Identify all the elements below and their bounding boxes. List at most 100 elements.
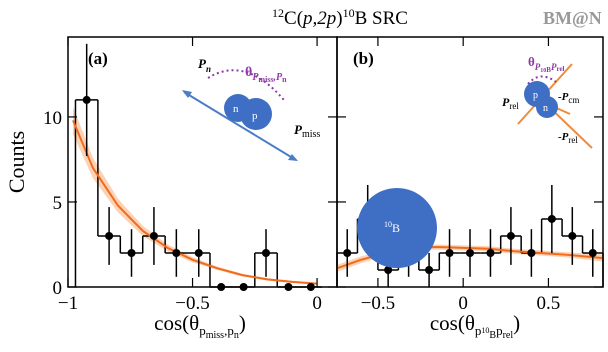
nucleon-label: p — [252, 110, 258, 122]
label-part: P — [551, 62, 557, 72]
label-part: ,P — [273, 72, 284, 83]
x-tick-label: 0 — [312, 293, 322, 314]
x-tick-label: 0.5 — [537, 293, 561, 314]
data-point — [82, 95, 91, 104]
nucleon — [536, 96, 558, 118]
data-point — [262, 248, 271, 257]
arrow-head — [182, 90, 192, 98]
label-part: 10 — [481, 326, 489, 335]
label-part: n — [282, 75, 287, 84]
x-tick-label: −1 — [58, 293, 78, 314]
data-point — [384, 265, 393, 274]
plot-frame — [336, 36, 604, 288]
panel-label: (a) — [88, 49, 108, 68]
nucleus — [357, 188, 437, 268]
data-point — [172, 248, 181, 257]
inset-label: θP10BPrel — [528, 54, 565, 74]
plot-layer: −1 −0.5 0 0 5 10 −0.5 0 0.5 — [43, 36, 604, 314]
label-part: p — [199, 323, 206, 338]
inset-label: -Prel — [558, 131, 578, 145]
label-part: P — [502, 95, 510, 109]
data-point — [588, 248, 597, 257]
y-tick-label: 10 — [43, 108, 62, 129]
title-part: C( — [284, 8, 303, 29]
nucleon — [240, 98, 272, 130]
data-point — [127, 248, 136, 257]
label-part: P — [535, 62, 541, 72]
inset-label: Pmiss — [294, 122, 320, 140]
label-part: θ — [528, 54, 535, 69]
label-part: cm — [568, 95, 579, 105]
title: 12C(p,2p)10B SRC — [272, 6, 408, 29]
nucleus-label: 10B — [384, 220, 400, 235]
data-point — [527, 248, 536, 257]
watermark: BM@N — [543, 8, 602, 28]
label-part: θ — [245, 65, 252, 80]
data-point — [466, 248, 474, 257]
data-point — [149, 231, 158, 240]
label-part: B — [489, 330, 496, 341]
y-tick-label: 5 — [53, 193, 63, 214]
nucleon-label: n — [233, 103, 239, 115]
label-part: -P — [558, 91, 569, 103]
label-part: miss — [258, 75, 273, 84]
data-point — [445, 248, 454, 257]
data-point — [547, 214, 556, 223]
y-tick-label: 0 — [53, 278, 63, 299]
y-axis-label: Counts — [4, 131, 29, 193]
x-tick-label: −0.5 — [361, 293, 395, 314]
label-part: ) — [513, 311, 520, 335]
label-part: 10 — [540, 68, 546, 74]
label-part: cos(θ — [430, 311, 475, 335]
nucleon-label: n — [543, 103, 548, 114]
x-tick-label: 0 — [458, 293, 468, 314]
inset-label: Pn — [198, 56, 211, 74]
label-part: p — [475, 323, 482, 338]
nucleon-label: p — [533, 90, 538, 101]
label-part: n — [234, 330, 239, 341]
data-point — [425, 265, 434, 274]
label-part: n — [206, 64, 211, 74]
label-part: rel — [568, 135, 578, 145]
inset-b: Prel θP10BPrel p n -Pcm 10B -Prel — [357, 54, 593, 268]
label-part: rel — [503, 330, 514, 341]
label-part: ,p — [224, 323, 234, 338]
label-part: miss — [206, 330, 224, 341]
title-part: ) — [336, 8, 342, 29]
label-part: p — [496, 323, 503, 338]
data-point — [194, 248, 203, 257]
label-part: cos(θ — [154, 311, 199, 335]
label-part: ) — [239, 311, 246, 335]
data-point — [343, 248, 352, 257]
label-part: B — [392, 221, 400, 235]
x-axis-label: cos(θpmiss,pn) — [154, 311, 246, 341]
title-part: p,2p — [301, 8, 336, 29]
inset-label: Prel — [502, 95, 519, 111]
label-part: 10 — [384, 220, 392, 229]
label-part: -P — [558, 131, 569, 143]
x-tick-label: −0.5 — [175, 293, 209, 314]
angle-arc — [207, 69, 285, 101]
inset-label: θPmiss,Pn — [245, 65, 287, 84]
title-part: B SRC — [355, 8, 408, 29]
label-part: miss — [302, 129, 320, 140]
data-point — [105, 231, 114, 240]
label-part: P — [294, 122, 303, 137]
fit-line — [72, 119, 318, 285]
inset-label: -Pcm — [558, 91, 579, 105]
inset-a: Pn θPmiss,Pn n p Pmiss — [182, 56, 320, 161]
label-part: B — [546, 66, 551, 74]
label-part: P — [198, 56, 207, 71]
x-axis-label: cos(θp10Bprel) — [430, 311, 520, 341]
data-point — [506, 231, 515, 240]
panel-label: (b) — [353, 49, 374, 68]
arrow-head — [288, 154, 298, 161]
label-part: rel — [556, 65, 564, 73]
angle-arc — [527, 75, 557, 85]
label-part: rel — [509, 101, 519, 111]
data-point — [486, 248, 495, 257]
title-part: 10 — [343, 6, 355, 20]
arrow — [183, 91, 297, 161]
title-part: 12 — [272, 6, 284, 20]
